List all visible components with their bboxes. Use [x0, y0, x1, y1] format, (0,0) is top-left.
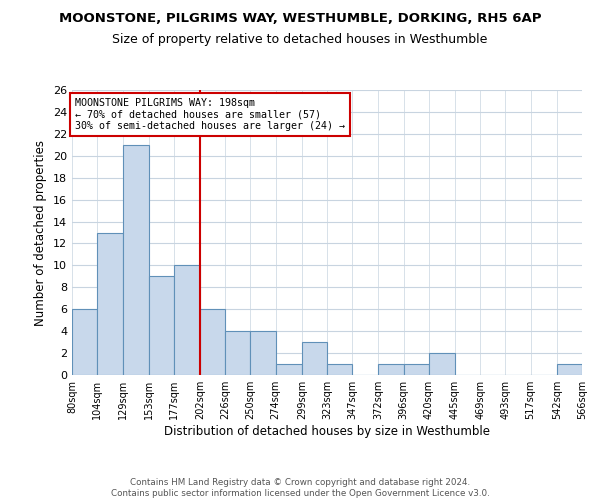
Bar — [275, 364, 302, 375]
Text: MOONSTONE PILGRIMS WAY: 198sqm
← 70% of detached houses are smaller (57)
30% of : MOONSTONE PILGRIMS WAY: 198sqm ← 70% of … — [75, 98, 345, 131]
Bar — [557, 364, 582, 375]
Bar — [124, 145, 149, 375]
Bar — [404, 364, 429, 375]
Bar — [97, 232, 124, 375]
Text: Contains HM Land Registry data © Crown copyright and database right 2024.
Contai: Contains HM Land Registry data © Crown c… — [110, 478, 490, 498]
Bar — [429, 353, 455, 375]
Bar — [149, 276, 174, 375]
Bar — [72, 309, 97, 375]
Bar — [327, 364, 352, 375]
Bar — [200, 309, 225, 375]
Text: Size of property relative to detached houses in Westhumble: Size of property relative to detached ho… — [112, 32, 488, 46]
Bar — [174, 266, 200, 375]
Y-axis label: Number of detached properties: Number of detached properties — [34, 140, 47, 326]
Text: MOONSTONE, PILGRIMS WAY, WESTHUMBLE, DORKING, RH5 6AP: MOONSTONE, PILGRIMS WAY, WESTHUMBLE, DOR… — [59, 12, 541, 26]
Bar — [225, 331, 250, 375]
Bar — [302, 342, 327, 375]
Bar — [250, 331, 275, 375]
Bar — [379, 364, 404, 375]
X-axis label: Distribution of detached houses by size in Westhumble: Distribution of detached houses by size … — [164, 425, 490, 438]
